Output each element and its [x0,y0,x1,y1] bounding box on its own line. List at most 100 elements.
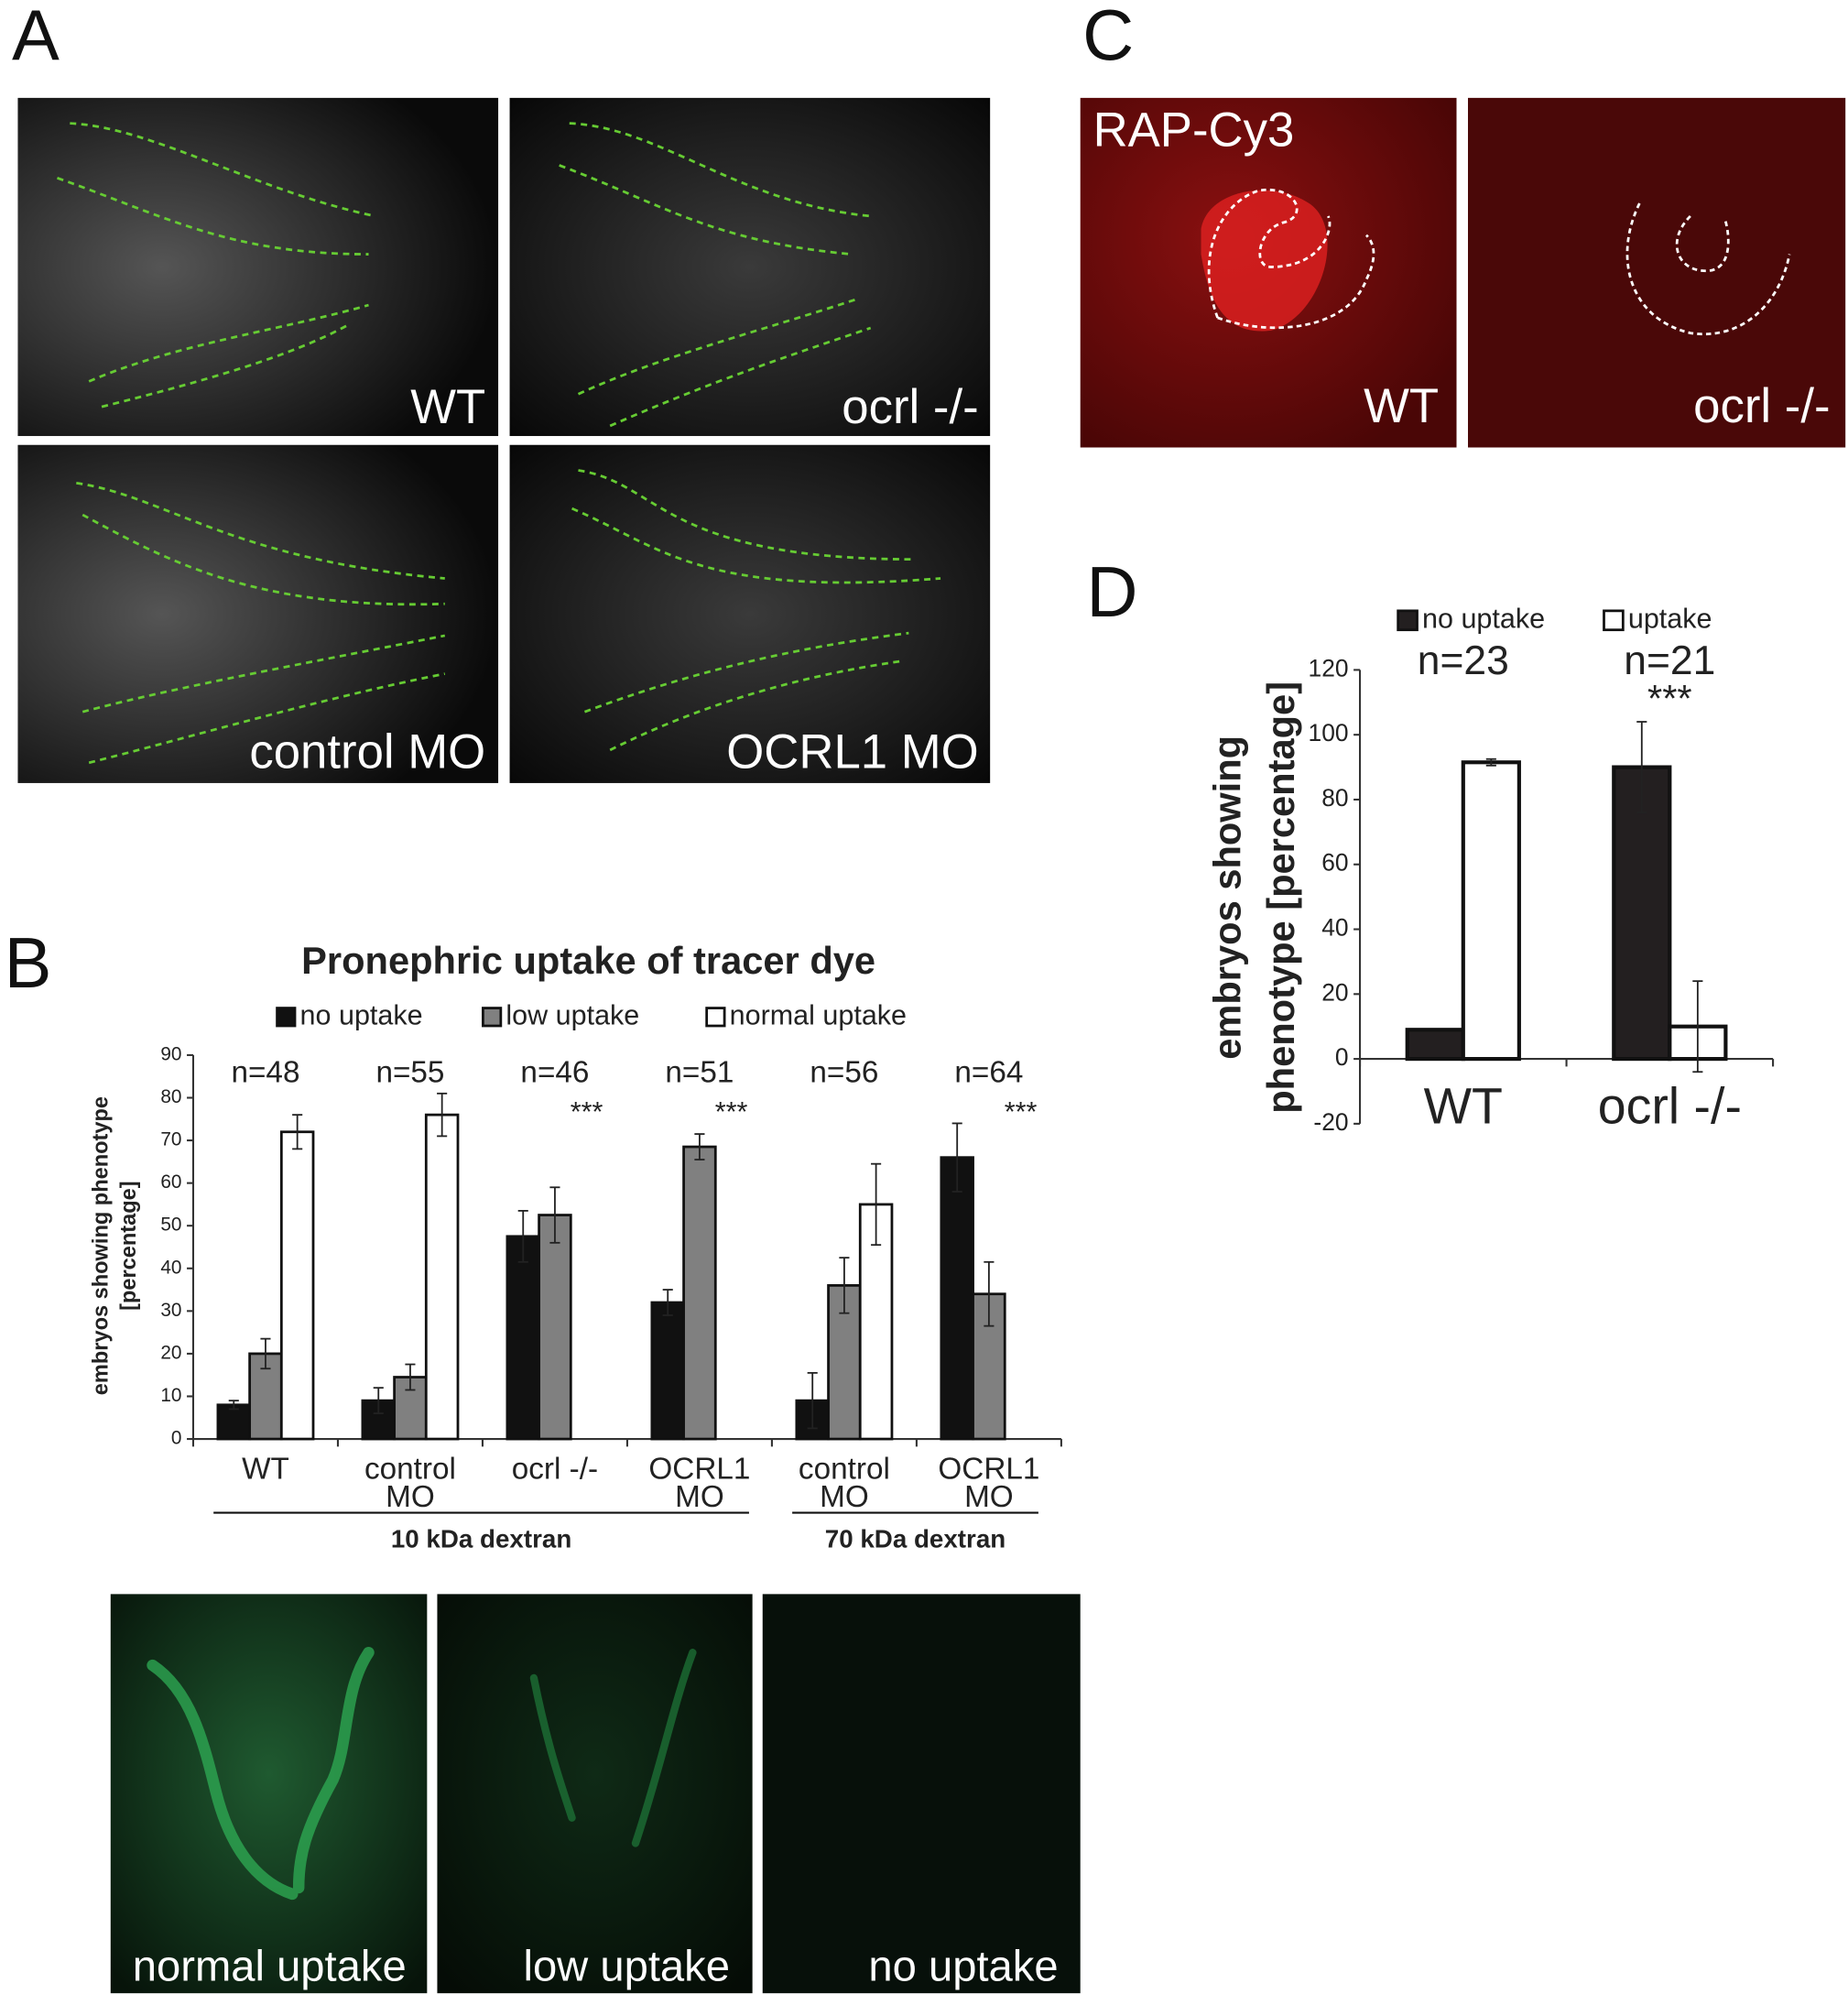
y-tick-label: 10 [160,1385,181,1406]
error-bar [260,1337,271,1370]
image-label: no uptake [868,1941,1058,1989]
error-bar [1636,721,1647,814]
image [437,1594,753,1994]
chart-title: Pronephric uptake of tracer dye [301,939,875,982]
legend-label: no uptake [300,999,423,1030]
y-tick-label: 20 [1321,978,1348,1006]
y-tick-label: 120 [1309,654,1349,681]
image-label: low uptake [523,1941,730,1989]
y-tick-label: 80 [1321,784,1348,812]
bar [279,1130,315,1441]
legend-swatch [1397,609,1419,632]
y-tick-label: 40 [1321,913,1348,941]
image-label: WT [410,380,485,434]
image [17,444,499,783]
x-tick-label: control [364,1453,456,1487]
y-tick-label: 90 [160,1043,181,1064]
y-tick-label: 70 [160,1129,181,1150]
error-bar [694,1133,705,1160]
bar [216,1403,252,1441]
y-tick-label: 50 [160,1215,181,1236]
image-label: ocrl -/- [842,380,978,434]
error-bar [984,1260,995,1327]
bar [940,1156,974,1441]
y-tick-label: 60 [160,1171,181,1193]
y-tick-label: 30 [160,1300,181,1321]
image-label: RAP-Cy3 [1093,104,1295,158]
legend-label: uptake [1628,603,1712,634]
y-axis-label: embryos showing phenotype [88,1096,112,1395]
legend-swatch [482,1007,503,1028]
n-label: n=23 [1418,638,1509,683]
significance: *** [571,1096,603,1128]
image [509,97,991,437]
legend-label: low uptake [505,999,639,1030]
signal [147,1646,375,1901]
significance: *** [1005,1096,1038,1128]
bar [1461,760,1521,1062]
y-tick-label: 60 [1321,849,1348,877]
y-tick-label: 80 [160,1086,181,1107]
error-bar [871,1162,882,1247]
error-bar [228,1400,239,1411]
y-tick-label: -20 [1313,1108,1348,1136]
n-label: n=46 [520,1056,589,1090]
y-tick-label: 0 [171,1428,182,1449]
error-bar [662,1289,673,1316]
bar [505,1235,540,1441]
error-bar [1692,980,1703,1073]
x-tick-label: MO [820,1480,869,1514]
n-label: n=55 [375,1056,444,1090]
y-tick-label: 0 [1335,1043,1349,1071]
image-label: normal uptake [133,1941,407,1989]
error-bar [292,1114,303,1150]
error-bar [437,1092,448,1138]
image [1468,97,1846,448]
image [110,1594,428,1994]
image-label: ocrl -/- [1693,379,1830,433]
outline [57,122,941,765]
signal [1201,190,1328,332]
error-bar [807,1371,818,1430]
outline [1207,188,1791,336]
bar [1405,1028,1465,1062]
n-label: n=51 [665,1056,734,1090]
image [17,97,499,437]
y-axis-label: phenotype [percentage] [1259,681,1302,1114]
y-axis-label: [percentage] [116,1181,140,1311]
image-label: WT [1364,379,1439,433]
panel-label: A [12,0,60,75]
error-bar [839,1257,850,1314]
panel-label: D [1086,553,1137,632]
error-bar [373,1387,384,1415]
x-tick-label: WT [1424,1077,1503,1134]
n-label: n=48 [231,1056,299,1090]
image [509,444,991,783]
x-tick-label: ocrl -/- [1598,1077,1742,1134]
y-tick-label: 20 [160,1342,181,1363]
legend-swatch [1603,609,1625,632]
x-tick-label: MO [386,1480,435,1514]
signal [529,1649,697,1847]
legend-swatch [705,1007,726,1028]
x-tick-label: OCRL1 [938,1453,1039,1487]
significance: *** [715,1096,748,1128]
x-tick-label: WT [242,1453,289,1487]
n-label: n=21 [1624,638,1715,683]
y-tick-label: 40 [160,1257,181,1278]
bar [682,1145,717,1441]
image-label: OCRL1 MO [726,725,978,779]
group-label: 70 kDa dextran [825,1524,1006,1553]
bar [424,1113,460,1441]
group-label: 10 kDa dextran [391,1524,571,1553]
legend-label: no uptake [1422,603,1545,634]
bar [538,1214,572,1441]
error-bar [951,1122,962,1193]
error-bar [1485,757,1496,767]
x-tick-label: MO [964,1480,1014,1514]
image-label: control MO [249,725,485,779]
error-bar [549,1186,560,1244]
image [762,1594,1081,1994]
